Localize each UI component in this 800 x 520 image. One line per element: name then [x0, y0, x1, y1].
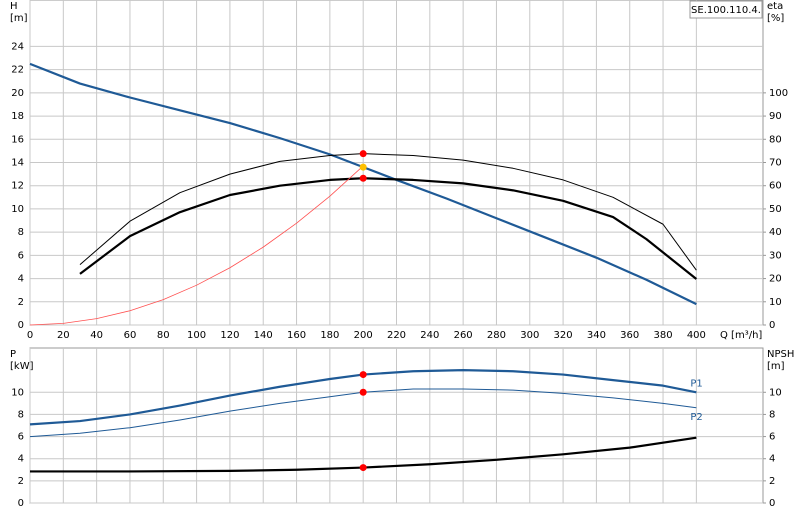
x-tick-label: 100: [187, 330, 206, 341]
operating-point: [359, 371, 367, 379]
x-tick-label: 340: [587, 330, 606, 341]
curve: [79, 177, 698, 280]
x-tick-label: 40: [90, 330, 103, 341]
y2-axis-label: eta: [767, 1, 783, 12]
x-tick-label: 180: [320, 330, 339, 341]
operating-point: [359, 174, 367, 182]
x-tick-label: 140: [254, 330, 273, 341]
y2-axis-unit: [m]: [767, 361, 785, 372]
curve-label: P2: [690, 412, 702, 423]
x-tick-label: 120: [220, 330, 239, 341]
model-label: SE.100.110.4.: [691, 5, 761, 16]
x-tick-label: 0: [27, 330, 33, 341]
y-tick-label: 10: [11, 204, 24, 215]
x-tick-label: 240: [420, 330, 439, 341]
y-tick-label: 6: [18, 250, 24, 261]
y2-tick-label: 10: [769, 387, 782, 398]
y-tick-label: 12: [11, 181, 24, 192]
model-box: [689, 0, 763, 19]
y2-tick-label: 100: [769, 88, 788, 99]
x-tick-label: 320: [554, 330, 573, 341]
curve: [29, 165, 364, 326]
y-tick-label: 6: [18, 432, 24, 443]
x-tick-label: 20: [57, 330, 70, 341]
y-tick-label: 0: [18, 498, 24, 509]
curve: [79, 153, 697, 271]
y2-axis-unit: [%]: [767, 13, 784, 24]
x-tick-label: 300: [520, 330, 539, 341]
curve-label: P1: [690, 378, 702, 389]
y-tick-label: 24: [11, 41, 24, 52]
x-tick-label: 400: [687, 330, 706, 341]
x-tick-label: 260: [454, 330, 473, 341]
operating-point: [359, 163, 367, 171]
x-tick-label: 380: [653, 330, 672, 341]
y-tick-label: 18: [11, 111, 24, 122]
x-tick-label: 220: [387, 330, 406, 341]
y2-tick-label: 60: [769, 181, 782, 192]
x-tick-label: 60: [124, 330, 137, 341]
y-tick-label: 2: [18, 476, 24, 487]
y-tick-label: 2: [18, 297, 24, 308]
operating-point: [359, 388, 367, 396]
y2-tick-label: 6: [769, 432, 775, 443]
y-tick-label: 4: [18, 454, 24, 465]
y2-tick-label: 70: [769, 158, 782, 169]
y2-tick-label: 8: [769, 409, 775, 420]
x-tick-label: 200: [354, 330, 373, 341]
y2-tick-label: 30: [769, 250, 782, 261]
y-tick-label: 20: [11, 88, 24, 99]
operating-point: [359, 150, 367, 158]
y-tick-label: 22: [11, 65, 24, 76]
x-tick-label: 80: [157, 330, 170, 341]
y-axis-unit: [kW]: [10, 361, 34, 372]
y2-tick-label: 20: [769, 274, 782, 285]
y-tick-label: 10: [11, 387, 24, 398]
y-axis-label: P: [10, 349, 16, 360]
x-tick-label: 360: [620, 330, 639, 341]
y2-tick-label: 10: [769, 297, 782, 308]
x-tick-label: 160: [287, 330, 306, 341]
y2-tick-label: 40: [769, 227, 782, 238]
y-axis-label: H: [10, 1, 18, 12]
y2-tick-label: 0: [769, 320, 775, 331]
y2-axis-label: NPSH: [767, 349, 794, 360]
y2-tick-label: 0: [769, 498, 775, 509]
operating-point: [359, 464, 367, 472]
y-tick-label: 16: [11, 134, 24, 145]
y-tick-label: 8: [18, 227, 24, 238]
y-tick-label: 4: [18, 274, 24, 285]
y-tick-label: 0: [18, 320, 24, 331]
y2-tick-label: 50: [769, 204, 782, 215]
y2-tick-label: 4: [769, 454, 775, 465]
curve: [30, 436, 697, 473]
y2-tick-label: 90: [769, 111, 782, 122]
x-tick-label: 280: [487, 330, 506, 341]
y2-tick-label: 80: [769, 134, 782, 145]
x-axis-label: Q [m³/h]: [720, 330, 762, 341]
y2-tick-label: 2: [769, 476, 775, 487]
y-tick-label: 8: [18, 409, 24, 420]
y-axis-unit: [m]: [10, 13, 28, 24]
y-tick-label: 14: [11, 158, 24, 169]
